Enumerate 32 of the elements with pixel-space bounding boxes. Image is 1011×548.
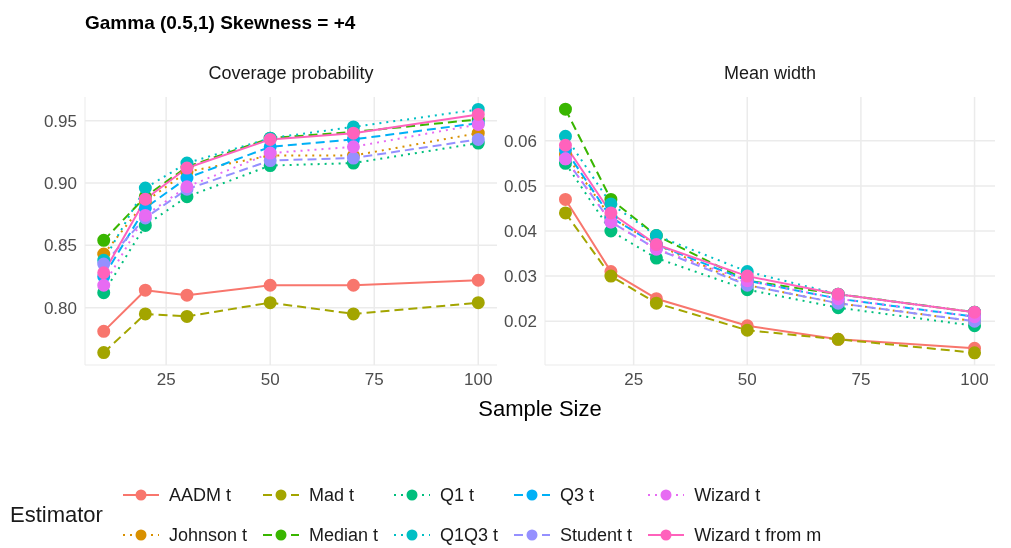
y-tick-label: 0.05: [503, 176, 537, 196]
y-tick-label: 0.90: [43, 174, 77, 194]
legend-label: Q1 t: [440, 484, 475, 506]
legend-label: Q3 t: [560, 484, 595, 506]
legend-label: AADM t: [168, 484, 231, 506]
legend-label: Johnson t: [168, 524, 247, 546]
chart-subtitle: Coverage probability: [207, 63, 375, 84]
x-tick-label: 100: [960, 370, 989, 390]
y-tick-label: 0.80: [43, 298, 77, 318]
x-tick-label: 25: [156, 370, 176, 390]
y-tick-label: 0.03: [503, 267, 537, 287]
x-tick-label: 100: [464, 370, 493, 390]
legend-label: Mad t: [308, 484, 355, 506]
y-tick-label: 0.02: [503, 312, 537, 332]
x-tick-label: 75: [364, 370, 384, 390]
legend-label: Student t: [560, 524, 633, 546]
chart-title: Gamma (0.5,1) Skewness = +4: [85, 12, 356, 34]
y-tick-label: 0.95: [43, 111, 77, 131]
x-tick-label: 75: [851, 370, 871, 390]
x-tick-label: 25: [624, 370, 644, 390]
y-tick-label: 0.85: [43, 236, 77, 256]
legend-label: Wizard t: [694, 484, 761, 506]
legend-label: Median t: [308, 524, 379, 546]
x-tick-label: 50: [737, 370, 757, 390]
legend-label: Wizard t from m: [694, 524, 822, 546]
chart-subtitle: Mean width: [722, 63, 818, 84]
y-tick-label: 0.06: [503, 131, 537, 151]
legend-title: Estimator: [10, 502, 103, 528]
x-axis-title: Sample Size: [477, 396, 603, 422]
y-tick-label: 0.04: [503, 222, 537, 242]
x-tick-label: 50: [260, 370, 280, 390]
legend-label: Q1Q3 t: [440, 524, 499, 546]
